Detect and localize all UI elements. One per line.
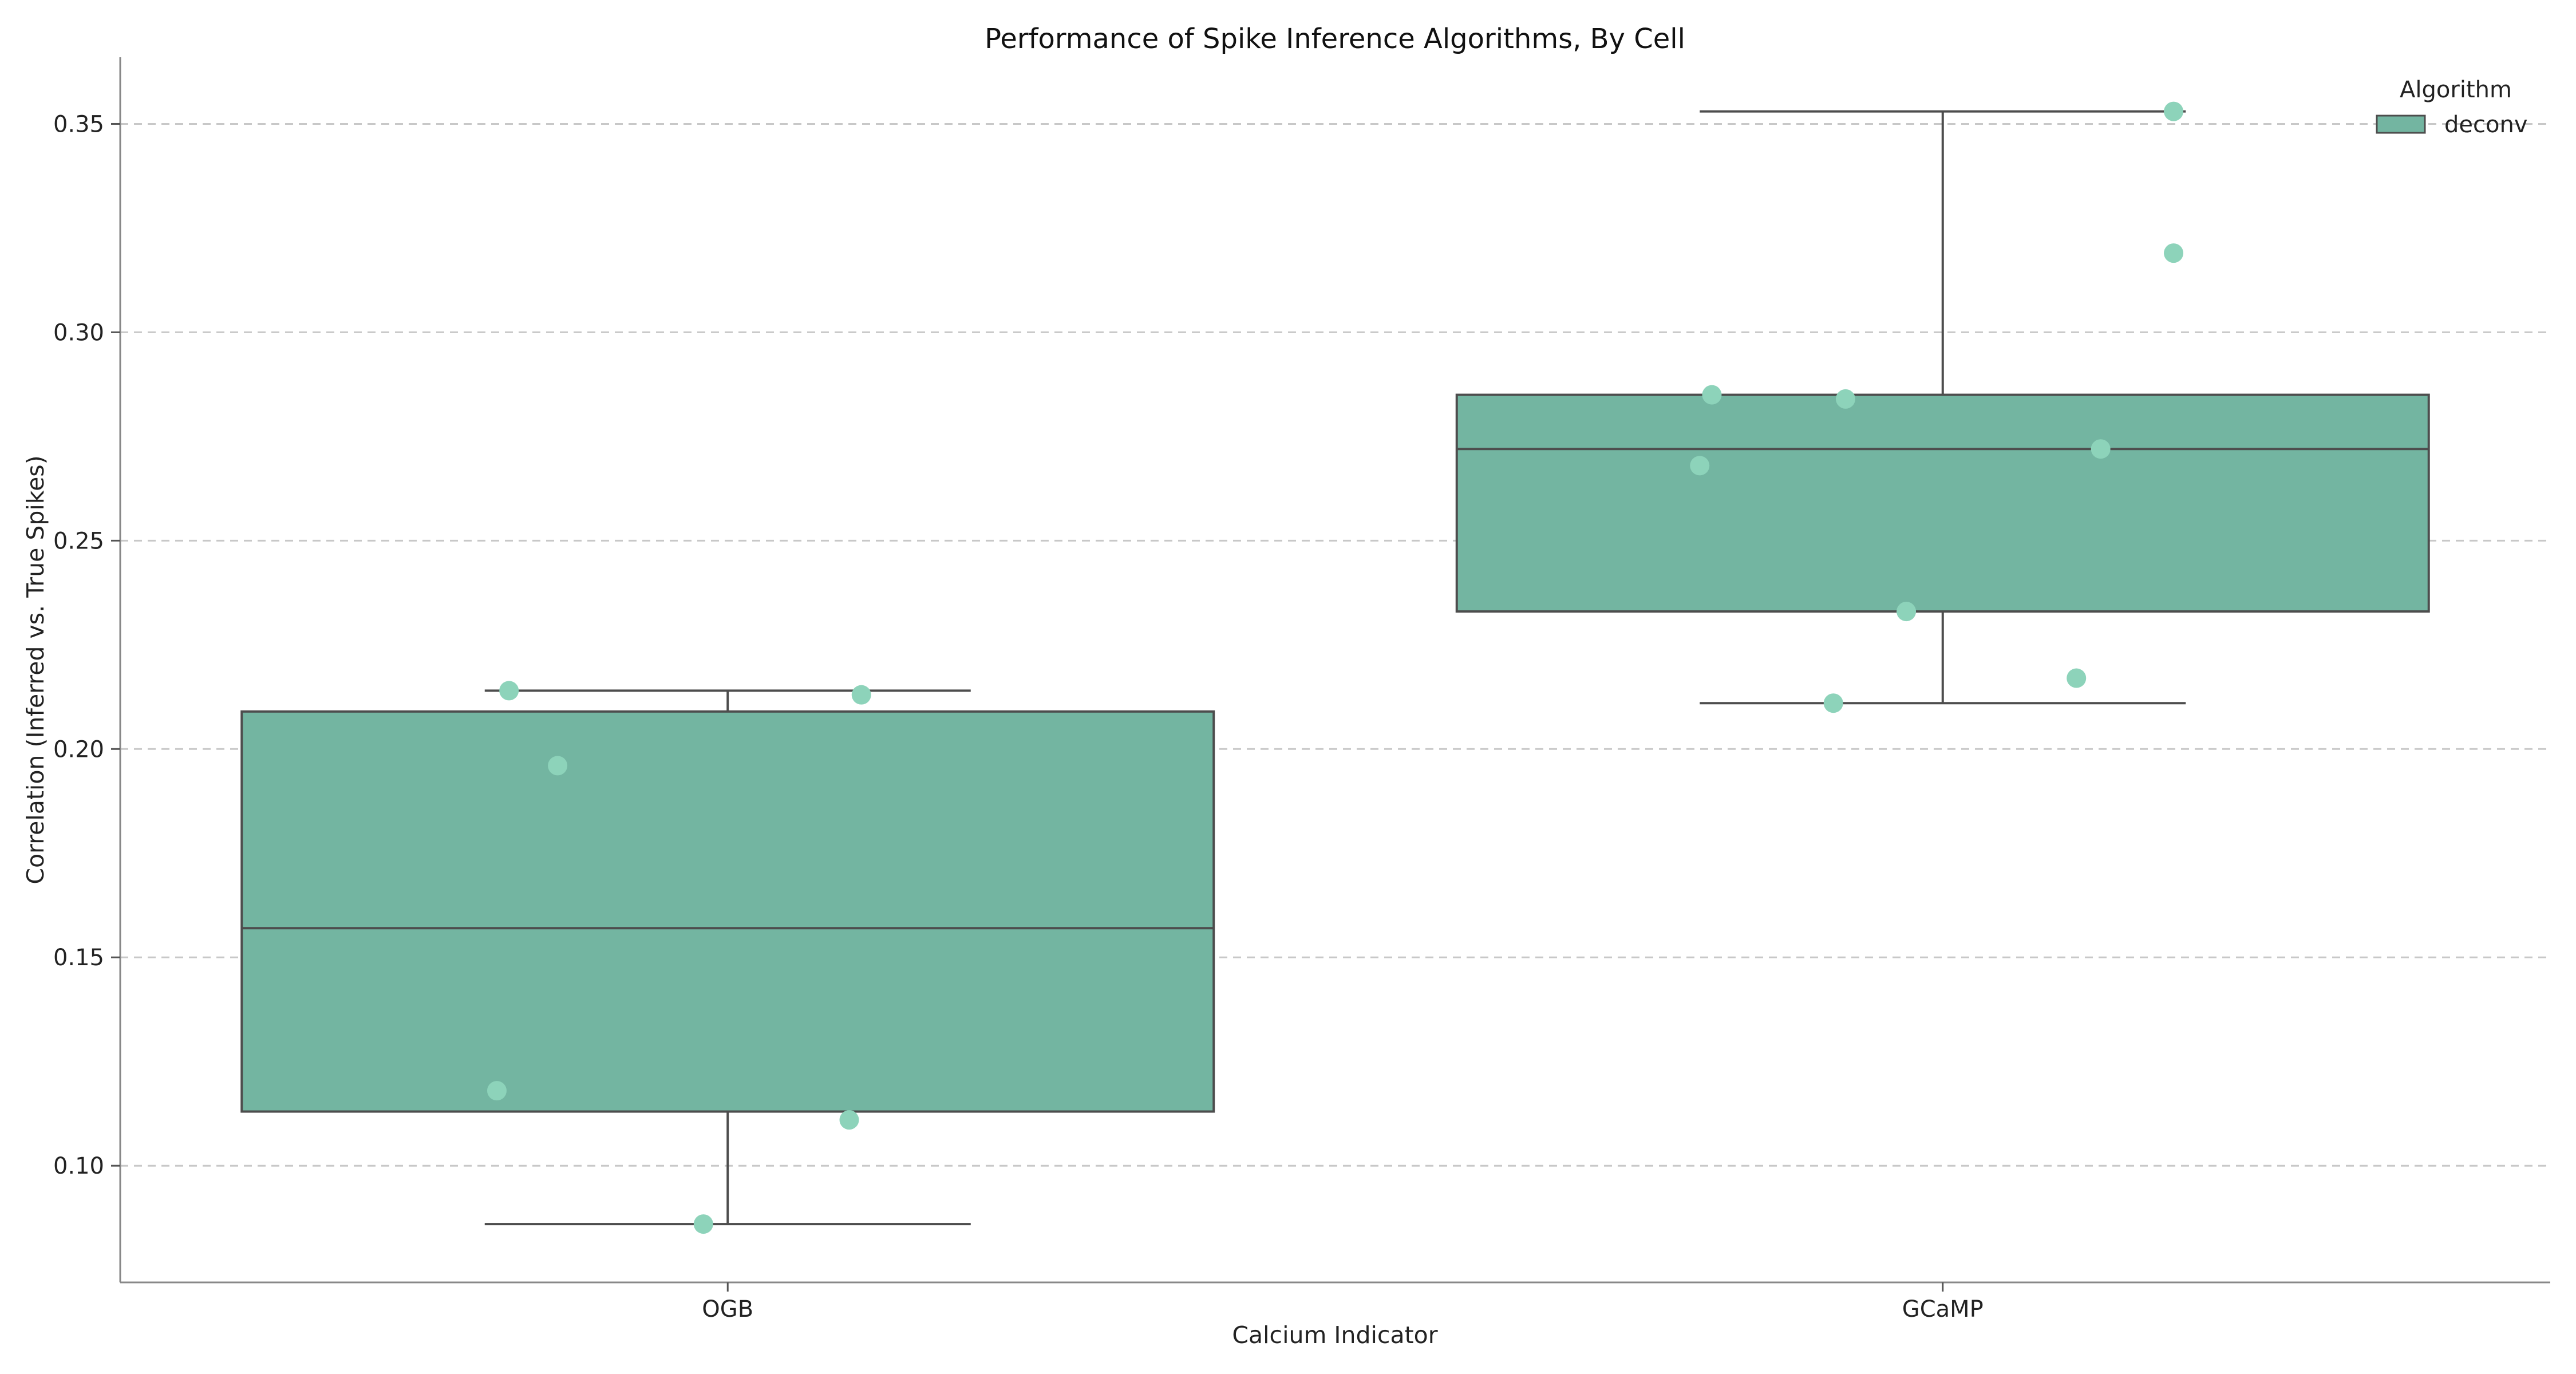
data-point [2164, 101, 2184, 121]
chart-title: Performance of Spike Inference Algorithm… [985, 23, 1685, 55]
legend: Algorithm deconv [2376, 77, 2528, 138]
y-tick-label: 0.20 [53, 736, 104, 763]
data-point [1823, 693, 1843, 713]
x-tick-label: OGB [702, 1296, 753, 1322]
y-tick-label: 0.25 [53, 528, 104, 554]
data-point [2164, 243, 2184, 263]
data-point [1835, 389, 1855, 409]
data-point [2067, 668, 2087, 688]
y-tick-label: 0.35 [53, 111, 104, 137]
y-tick-label: 0.15 [53, 945, 104, 971]
data-points [487, 101, 2184, 1234]
x-ticks: OGB GCaMP [702, 1282, 1984, 1322]
data-point [839, 1110, 859, 1130]
data-point [1897, 602, 1917, 622]
data-point [548, 756, 568, 776]
x-tick-label: GCaMP [1902, 1296, 1984, 1322]
x-axis-label: Calcium Indicator [1232, 1321, 1437, 1349]
legend-title: Algorithm [2400, 77, 2512, 103]
data-point [1690, 456, 1710, 476]
data-point [1702, 385, 1722, 405]
legend-label-deconv: deconv [2444, 112, 2528, 138]
box-gcamp [1455, 393, 2430, 613]
box-ogb [240, 710, 1215, 1113]
data-point [693, 1214, 713, 1234]
y-ticks: 0.10 0.15 0.20 0.25 0.30 0.35 [53, 111, 120, 1179]
boxes [240, 110, 2430, 1226]
data-point [487, 1081, 507, 1101]
data-point [2091, 439, 2111, 459]
y-tick-label: 0.10 [53, 1153, 104, 1179]
y-axis-label: Correlation (Inferred vs. True Spikes) [22, 455, 49, 884]
y-tick-label: 0.30 [53, 319, 104, 346]
data-point [851, 685, 871, 705]
data-point [499, 681, 519, 701]
legend-swatch-deconv [2376, 114, 2426, 134]
